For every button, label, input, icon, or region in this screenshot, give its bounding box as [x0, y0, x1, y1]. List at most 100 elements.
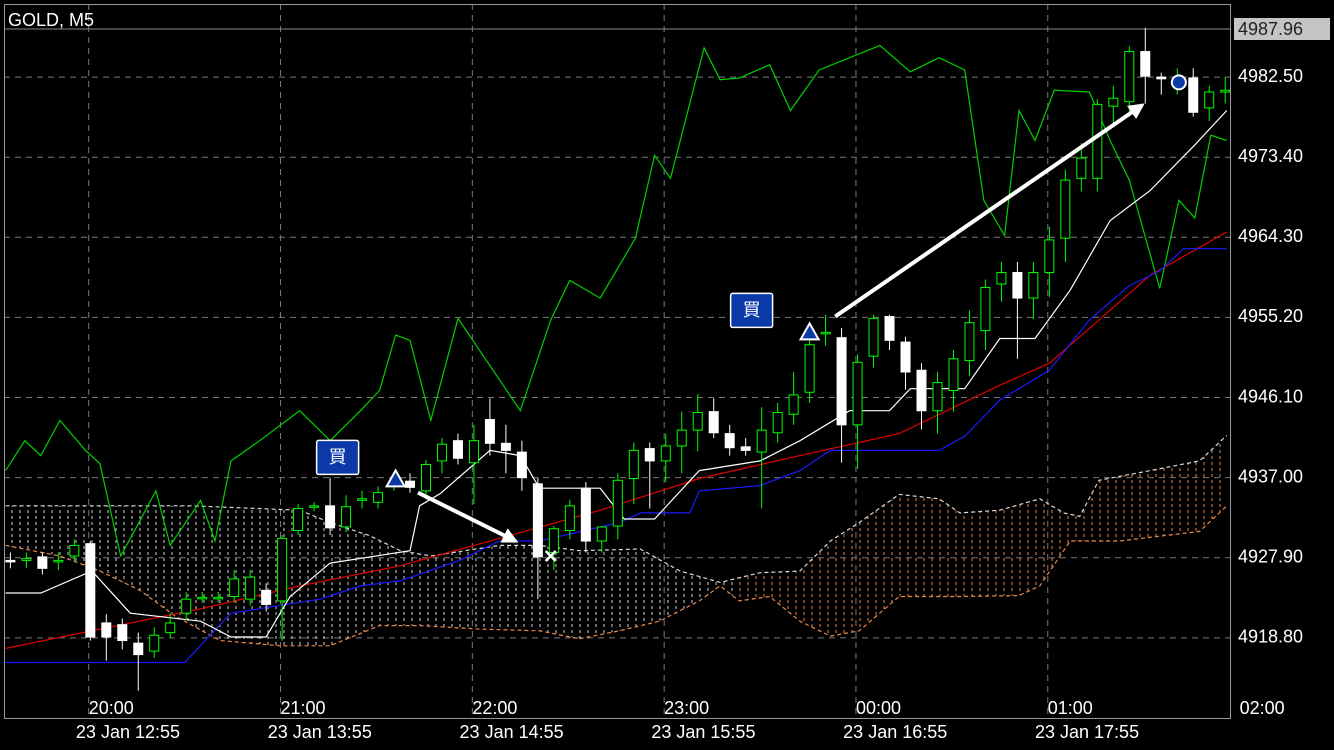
date-label: 23 Jan 14:55: [460, 722, 564, 742]
candle-body: [405, 480, 416, 488]
candle-body: [1156, 76, 1167, 80]
buy-button-label[interactable]: 買: [329, 447, 347, 467]
trade-arrow: [417, 490, 519, 543]
candle-body: [516, 451, 527, 479]
trade-arrow: [834, 103, 1145, 319]
x-tick-label: 21:00: [281, 698, 326, 718]
candle-body: [596, 526, 607, 542]
candle-body: [836, 337, 847, 426]
candle-body: [644, 448, 655, 462]
candle-body: [1220, 89, 1230, 93]
candle-body: [916, 369, 927, 412]
candle-body: [325, 505, 336, 529]
buy-button[interactable]: [315, 439, 360, 476]
indicator-line: [5, 248, 1227, 664]
candle-body: [756, 429, 767, 453]
candle-body: [564, 505, 575, 531]
candle-body: [628, 449, 639, 480]
candle-body: [213, 596, 224, 600]
candle-body: [373, 492, 384, 503]
y-tick-label: 4927.90: [1238, 547, 1303, 567]
candle-body: [197, 596, 208, 600]
candle-body: [1044, 239, 1055, 274]
plot-frame: [4, 4, 1231, 719]
y-tick-label: 4918.80: [1238, 627, 1303, 647]
buy-button[interactable]: [729, 292, 774, 329]
candle-body: [500, 442, 511, 451]
candle-body: [85, 543, 96, 638]
candle-body: [341, 506, 352, 528]
candle-body: [165, 622, 176, 634]
plot-area: [4, 4, 1230, 718]
date-label: 23 Jan 12:55: [76, 722, 180, 742]
date-label: 23 Jan 17:55: [1035, 722, 1139, 742]
chart-title: GOLD, M5: [8, 10, 94, 30]
candle-body: [1060, 179, 1071, 239]
candle-body: [37, 556, 48, 569]
candle-body: [964, 322, 975, 362]
candle-body: [53, 559, 64, 563]
candle-body: [357, 498, 368, 501]
candle-body: [1012, 272, 1023, 299]
candle-body: [1028, 272, 1039, 299]
candle-body: [580, 487, 591, 542]
circle-marker: [1170, 74, 1187, 91]
candle-body: [532, 483, 543, 558]
price-marker-box: [1234, 18, 1330, 41]
x-tick-label: 23:00: [664, 698, 709, 718]
candle-body: [548, 528, 559, 553]
candle-body: [948, 358, 959, 391]
candle-body: [932, 382, 943, 412]
candle-body: [996, 272, 1007, 285]
candle-body: [468, 440, 479, 464]
candle-body: [660, 445, 671, 462]
candle-body: [293, 507, 304, 531]
candle-body: [181, 598, 192, 614]
candle-body: [724, 433, 735, 449]
candle-body: [245, 576, 256, 600]
candle-body: [117, 624, 128, 642]
candle-body: [708, 411, 719, 434]
candle-body: [261, 589, 272, 605]
y-tick-label: 4937.00: [1238, 466, 1303, 486]
candle-body: [101, 622, 112, 638]
candle-body: [277, 537, 288, 602]
x-tick-label: 20:00: [89, 698, 134, 718]
candle-body: [69, 544, 80, 557]
candle-body: [852, 361, 863, 426]
candle-body: [484, 419, 495, 444]
candle-body: [980, 286, 991, 332]
indicator-line: [5, 44, 1227, 558]
indicator-line: [5, 434, 1228, 584]
y-tick-label: 4973.40: [1238, 146, 1303, 166]
candle-body: [5, 559, 16, 563]
y-tick-label: 4982.50: [1238, 66, 1303, 86]
candle-body: [868, 317, 879, 357]
candle-body: [820, 331, 831, 335]
date-label: 23 Jan 13:55: [268, 722, 372, 742]
cross-marker: [544, 550, 557, 562]
candle-body: [452, 440, 463, 459]
y-tick-label: 4955.20: [1238, 306, 1303, 326]
candle-body: [436, 443, 447, 462]
candle-body: [676, 429, 687, 447]
indicator-line: [5, 110, 1228, 638]
date-label: 23 Jan 16:55: [843, 722, 947, 742]
candle-body: [420, 463, 431, 492]
candle-body: [1188, 77, 1199, 113]
y-tick-label: 4964.30: [1238, 226, 1303, 246]
candle-body: [692, 412, 703, 431]
candle-body: [900, 341, 911, 373]
candle-body: [1092, 103, 1103, 179]
candle-body: [309, 505, 320, 508]
triangle-marker: [384, 468, 407, 488]
triangle-marker: [798, 321, 821, 341]
buy-button-label[interactable]: 買: [743, 300, 761, 320]
x-tick-label: 00:00: [856, 698, 901, 718]
x-tick-label: 02:00: [1240, 698, 1285, 718]
candle-body: [1076, 157, 1087, 179]
candle-body: [1204, 91, 1215, 109]
candle-body: [884, 316, 895, 341]
